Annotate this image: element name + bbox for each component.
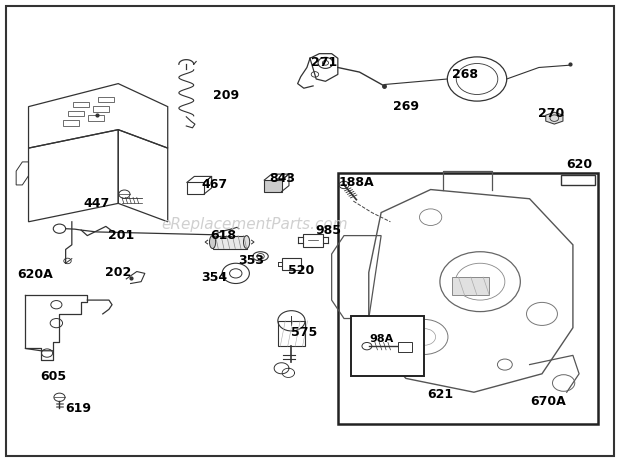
Bar	[187, 182, 204, 194]
Text: 621: 621	[427, 388, 453, 401]
Text: 447: 447	[84, 197, 110, 210]
Bar	[278, 321, 305, 346]
Text: 467: 467	[201, 178, 227, 191]
Text: 843: 843	[269, 171, 295, 184]
Text: 670A: 670A	[530, 395, 566, 408]
Text: 201: 201	[108, 229, 135, 242]
Text: 619: 619	[65, 402, 91, 415]
Text: 354: 354	[201, 271, 227, 284]
Bar	[351, 316, 425, 376]
Text: 98A: 98A	[369, 334, 393, 344]
Bar	[98, 97, 114, 103]
Bar	[93, 106, 109, 112]
Ellipse shape	[210, 236, 216, 249]
Bar	[88, 116, 104, 121]
Text: 270: 270	[538, 107, 564, 120]
Bar	[73, 102, 89, 107]
Bar	[560, 175, 595, 185]
Text: 202: 202	[105, 266, 131, 279]
Text: 209: 209	[213, 89, 239, 102]
Text: 985: 985	[316, 225, 342, 237]
Text: 188A: 188A	[339, 176, 374, 189]
Bar	[338, 173, 598, 425]
Text: 269: 269	[393, 100, 419, 113]
Text: 620A: 620A	[17, 268, 53, 281]
Bar	[63, 120, 79, 126]
Bar	[399, 341, 412, 352]
Ellipse shape	[244, 236, 250, 249]
Bar	[303, 234, 323, 247]
Bar	[213, 236, 247, 249]
Text: 268: 268	[451, 68, 477, 81]
Text: 605: 605	[40, 370, 66, 383]
Bar	[264, 180, 281, 192]
Text: 618: 618	[210, 229, 236, 242]
Text: 271: 271	[311, 56, 337, 69]
Bar	[282, 258, 301, 270]
Bar	[68, 111, 84, 116]
Text: eReplacementParts.com: eReplacementParts.com	[161, 217, 348, 231]
Polygon shape	[546, 112, 563, 124]
Text: 575: 575	[291, 326, 317, 339]
Text: 353: 353	[238, 255, 264, 267]
Text: 520: 520	[288, 264, 314, 277]
Text: 620: 620	[566, 158, 592, 171]
Bar	[452, 277, 489, 296]
